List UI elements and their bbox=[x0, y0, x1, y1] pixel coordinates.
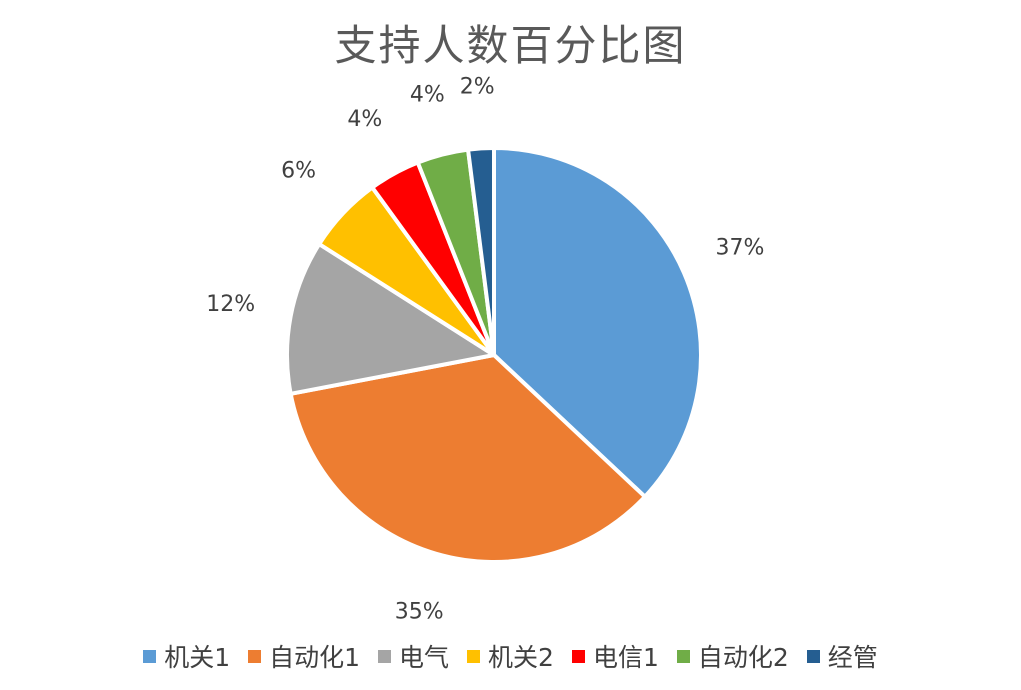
legend-item-机关1: 机关1 bbox=[143, 638, 230, 674]
legend-item-自动化1: 自动化1 bbox=[248, 638, 360, 674]
pie-data-labels: 37% 35% 12% 6% 4% 4% 2% bbox=[206, 75, 764, 625]
legend-label: 机关2 bbox=[488, 643, 554, 672]
legend-swatch bbox=[248, 649, 262, 663]
legend-label: 机关1 bbox=[164, 643, 231, 672]
data-label-电气: 12% bbox=[206, 292, 255, 317]
pie-slice-机关1 bbox=[492, 146, 703, 499]
data-label-机关2: 6% bbox=[281, 159, 316, 184]
pie-slice-经管 bbox=[466, 145, 496, 357]
legend-item-电信1: 电信1 bbox=[571, 638, 659, 674]
legend-item-经管: 经管 bbox=[806, 638, 878, 674]
legend-label: 自动化1 bbox=[269, 643, 361, 672]
data-label-机关1: 37% bbox=[716, 236, 765, 261]
legend-label: 经管 bbox=[827, 643, 878, 672]
legend-swatch bbox=[143, 649, 157, 663]
pie-slices bbox=[285, 145, 703, 564]
legend-item-自动化2: 自动化2 bbox=[676, 638, 789, 674]
data-label-自动化2: 4% bbox=[410, 82, 445, 107]
pie-slice-电气 bbox=[285, 242, 496, 396]
legend-item-电气: 电气 bbox=[378, 638, 449, 674]
data-label-经管: 2% bbox=[460, 75, 495, 100]
legend-swatch bbox=[378, 649, 392, 663]
legend-label: 电信1 bbox=[592, 643, 659, 672]
legend-swatch bbox=[676, 649, 690, 663]
pie-slice-自动化1 bbox=[288, 353, 647, 564]
legend-item-机关2: 机关2 bbox=[467, 638, 554, 674]
legend-swatch bbox=[467, 649, 481, 663]
chart-legend: 机关1 自动化1 电气 机关2 电信1 自动化2 经管 bbox=[0, 638, 1021, 674]
legend-swatch bbox=[806, 649, 820, 663]
legend-swatch bbox=[571, 649, 585, 663]
legend-label: 自动化2 bbox=[697, 643, 789, 672]
legend-label: 电气 bbox=[399, 643, 450, 672]
chart-title: 支持人数百分比图 bbox=[334, 21, 687, 70]
data-label-电信1: 4% bbox=[347, 107, 382, 132]
data-label-自动化1: 35% bbox=[395, 599, 444, 624]
